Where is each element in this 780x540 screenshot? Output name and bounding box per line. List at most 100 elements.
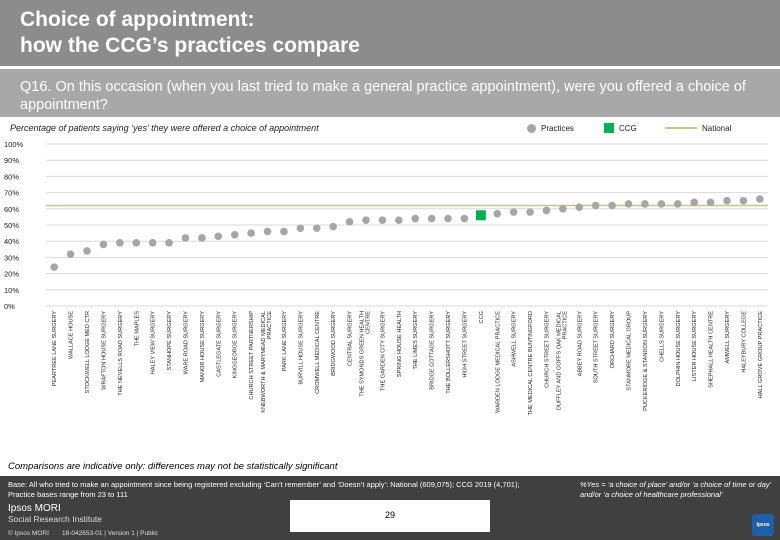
y-tick-label: 50% bbox=[4, 221, 19, 230]
x-category-label: AMWELL SURGERY bbox=[725, 311, 731, 364]
practice-point bbox=[460, 214, 469, 223]
x-category-label: THE MEDICAL CENTRE BUNTINGFORD bbox=[528, 311, 534, 416]
practice-point bbox=[427, 214, 436, 223]
practice-point bbox=[345, 217, 354, 226]
x-category-label: THE GARDEN CITY SURGERY bbox=[380, 311, 386, 391]
page-title: Choice of appointment: how the CCG’s pra… bbox=[20, 7, 760, 59]
practice-point bbox=[444, 214, 452, 223]
x-category-label: MANOR HOUSE SURGERY bbox=[200, 311, 206, 383]
x-category-label: HALEYBURY COLLEGE bbox=[741, 311, 747, 373]
x-category-label: PARK LANE SURGERY bbox=[282, 311, 288, 371]
practice-point bbox=[132, 239, 141, 247]
practice-point bbox=[641, 200, 649, 208]
practice-point bbox=[608, 201, 616, 210]
x-category-label: STANMORE MEDICAL GROUP bbox=[627, 311, 633, 391]
x-category-label: CHURCH STREET PARTNERSHIP bbox=[249, 311, 255, 400]
x-category-label: ASHWELL SURGERY bbox=[512, 311, 518, 367]
x-category-label: ORCHARD SURGERY bbox=[610, 311, 616, 369]
x-category-label: KNEBWORTH & MARYMEAD MEDICALPRACTICE bbox=[261, 311, 273, 413]
practice-point bbox=[214, 232, 223, 241]
practice-point bbox=[198, 234, 206, 242]
practice-point bbox=[673, 200, 682, 208]
legend-ccg-label: CCG bbox=[619, 123, 637, 133]
x-category-label-line: PRACTICE bbox=[562, 311, 568, 340]
base-note: Base: All who tried to make an appointme… bbox=[8, 480, 520, 499]
y-tick-label: 80% bbox=[4, 172, 19, 181]
practice-point bbox=[50, 263, 59, 271]
x-category-label: CHURCH STREET SURGERY bbox=[544, 311, 550, 388]
practice-point bbox=[493, 209, 502, 218]
practice-point bbox=[411, 214, 420, 223]
copyright: © Ipsos MORI bbox=[8, 530, 49, 537]
legend-practices-swatch bbox=[527, 123, 536, 133]
x-category-label: WRAFTON HOUSE SURGERY bbox=[101, 311, 107, 390]
page-title-line1: Choice of appointment: bbox=[20, 8, 255, 31]
x-category-label-line: THE SYMONDS GREEN HEALTH bbox=[359, 311, 365, 397]
ccg-point bbox=[475, 210, 486, 221]
x-category-label-line: CENTRE bbox=[365, 311, 371, 334]
x-category-label: SOUTH STREET SURGERY bbox=[594, 311, 600, 383]
x-category-label: CHELLS SURGERY bbox=[659, 311, 665, 362]
x-category-label: BRIDGWOOD SURGERY bbox=[331, 311, 337, 376]
x-category-label: CCG bbox=[479, 311, 485, 323]
practice-point bbox=[99, 240, 108, 249]
practice-point bbox=[263, 227, 272, 236]
legend-practices: Practices bbox=[527, 122, 574, 134]
x-category-label: BRIDGE COTTAGE SURGERY bbox=[430, 311, 436, 390]
practice-point bbox=[509, 208, 518, 216]
practice-point bbox=[690, 198, 698, 207]
comparison-note: Comparisons are indicative only: differe… bbox=[8, 461, 338, 472]
x-category-label: SPRING HOUSE HEALTH bbox=[397, 311, 403, 377]
legend-practices-label: Practices bbox=[541, 123, 574, 133]
logo-line1: Ipsos MORI bbox=[8, 503, 61, 514]
practice-point bbox=[181, 234, 190, 242]
practice-point bbox=[706, 198, 715, 207]
practice-point bbox=[329, 222, 337, 231]
practice-point bbox=[542, 206, 551, 215]
practice-point bbox=[362, 216, 370, 224]
practice-point bbox=[575, 203, 584, 211]
practice-point bbox=[591, 201, 600, 210]
practice-point bbox=[230, 230, 239, 239]
legend-ccg: CCG bbox=[604, 122, 637, 134]
x-category-label-line: KNEBWORTH & MARYMEAD MEDICAL bbox=[261, 311, 267, 413]
x-category-label: HALL GROVE GROUP PRACTICE bbox=[758, 311, 764, 399]
x-category-label-line: PRACTICE bbox=[267, 311, 273, 340]
x-category-label: THE BOLLERSHOTT SURGERY bbox=[446, 311, 452, 394]
y-tick-label: 90% bbox=[4, 156, 19, 165]
legend-national-swatch bbox=[665, 127, 697, 129]
x-category-label: WARE ROAD SURGERY bbox=[183, 311, 189, 375]
y-tick-label: 100% bbox=[4, 140, 24, 149]
x-category-label: WALLACE HOUSE bbox=[69, 311, 75, 359]
x-category-label: THE SYMONDS GREEN HEALTHCENTRE bbox=[359, 311, 371, 397]
reference: 18-042653-01 | Version 1 | Public bbox=[62, 530, 158, 537]
practice-point bbox=[148, 239, 157, 247]
x-category-label: CROMWELL MEDICAL CENTRE bbox=[315, 311, 321, 394]
question-text: Q16. On this occasion (when you last tri… bbox=[20, 79, 746, 113]
practice-point bbox=[296, 224, 305, 233]
x-category-label: SHEPHALL HEALTH CENTRE bbox=[709, 311, 715, 388]
practice-point bbox=[116, 239, 124, 247]
y-tick-label: 30% bbox=[4, 253, 19, 262]
practice-point bbox=[66, 250, 75, 258]
page-number: 29 bbox=[384, 510, 395, 520]
practice-point bbox=[723, 196, 731, 205]
x-category-label: HALEY VIEW SURGERY bbox=[151, 311, 157, 374]
y-tick-label: 60% bbox=[4, 205, 19, 214]
logo-line2: Social Research Institute bbox=[8, 514, 103, 524]
practice-point bbox=[755, 195, 764, 203]
legend-national: National bbox=[665, 122, 731, 134]
practice-point bbox=[83, 247, 91, 255]
x-category-label: WARDEN LODGE MEDICAL PRACTICE bbox=[495, 311, 501, 413]
practice-point bbox=[312, 224, 321, 233]
x-category-label: KINGGEORGE SURGERY bbox=[233, 311, 239, 379]
legend-ccg-swatch bbox=[604, 123, 614, 133]
practice-point bbox=[378, 216, 387, 224]
chart-subtitle: Percentage of patients saying ‘yes’ they… bbox=[10, 123, 319, 133]
y-tick-label: 10% bbox=[4, 286, 19, 295]
y-tick-label: 70% bbox=[4, 189, 19, 198]
practice-point bbox=[165, 239, 173, 247]
chart: 0% 10% 20% 30% 40% 50% 60% 70% 80% 90% 100% PEARTRE… bbox=[4, 140, 768, 416]
practice-point bbox=[280, 227, 288, 236]
x-category-label: PEARTREE LANE SURGERY bbox=[52, 311, 58, 387]
